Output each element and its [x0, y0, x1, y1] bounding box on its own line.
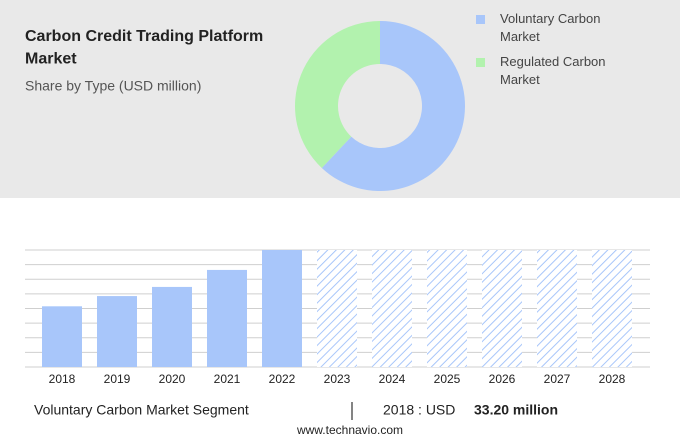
- footer-year: 2018 : USD: [383, 402, 455, 418]
- x-tick-label: 2020: [159, 372, 186, 386]
- footer-segment: Voluntary Carbon Market Segment: [34, 402, 249, 418]
- forecast-placeholder: [372, 250, 412, 367]
- x-tick-label: 2028: [599, 372, 626, 386]
- forecast-placeholder: [592, 250, 632, 367]
- bar: [42, 306, 82, 367]
- forecast-placeholder: [482, 250, 522, 367]
- forecast-placeholder: [427, 250, 467, 367]
- donut-slice: [295, 21, 380, 168]
- forecast-placeholder: [317, 250, 357, 367]
- source: www.technavio.com: [296, 423, 403, 437]
- bar: [152, 286, 192, 367]
- bar: [97, 296, 137, 367]
- donut-slice: [321, 21, 466, 192]
- x-tick-label: 2022: [269, 372, 296, 386]
- legend-label: Regulated Carbon Market: [500, 54, 609, 87]
- forecast-placeholder: [537, 250, 577, 367]
- x-tick-label: 2021: [214, 372, 241, 386]
- x-tick-label: 2027: [544, 372, 571, 386]
- footer-value: 33.20 million: [474, 402, 558, 418]
- legend-label: Voluntary Carbon Market: [500, 11, 604, 44]
- legend-swatch: [476, 15, 485, 24]
- x-tick-label: 2025: [434, 372, 461, 386]
- bar: [262, 250, 302, 367]
- chart-title: Carbon Credit Trading Platform Market: [25, 28, 268, 67]
- x-tick-label: 2024: [379, 372, 406, 386]
- x-tick-label: 2018: [49, 372, 76, 386]
- chart-subtitle: Share by Type (USD million): [25, 78, 201, 94]
- legend-swatch: [476, 58, 485, 67]
- bar: [207, 269, 247, 367]
- x-tick-label: 2026: [489, 372, 516, 386]
- x-tick-label: 2019: [104, 372, 131, 386]
- x-tick-label: 2023: [324, 372, 351, 386]
